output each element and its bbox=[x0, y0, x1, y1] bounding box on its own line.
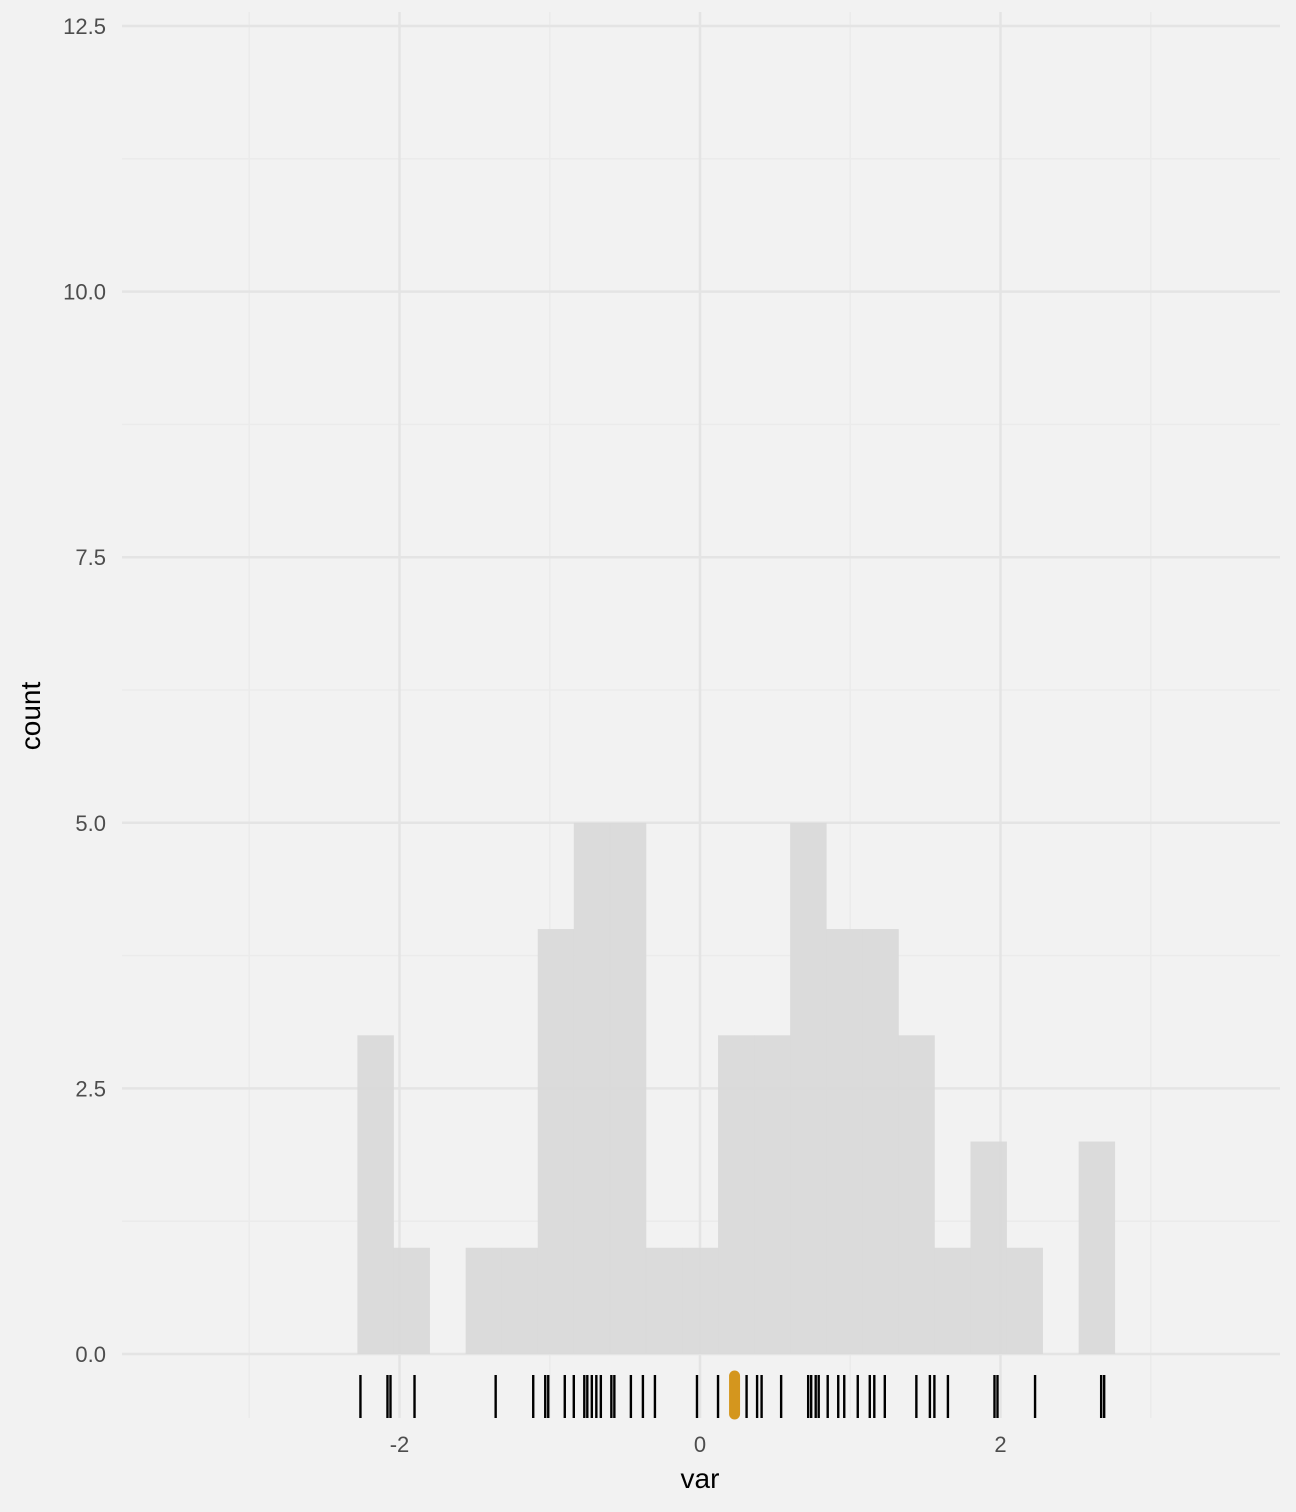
histogram-bar bbox=[609, 822, 647, 1354]
histogram-bar bbox=[718, 1035, 755, 1354]
x-tick-label: 0 bbox=[694, 1432, 706, 1457]
y-tick-label: 10.0 bbox=[63, 280, 106, 305]
histogram-bar bbox=[790, 822, 827, 1354]
histogram-bar bbox=[754, 1035, 791, 1354]
histogram-bars bbox=[357, 822, 1116, 1354]
histogram-bar bbox=[934, 1247, 971, 1354]
histogram-bar bbox=[645, 1247, 683, 1354]
histogram-bar bbox=[862, 929, 899, 1354]
histogram-bar bbox=[970, 1141, 1007, 1354]
histogram-bar bbox=[357, 1035, 394, 1354]
histogram-bar bbox=[681, 1247, 719, 1354]
histogram-bar bbox=[1006, 1247, 1043, 1354]
x-tick-label: 2 bbox=[994, 1432, 1006, 1457]
y-tick-label: 0.0 bbox=[75, 1342, 106, 1367]
histogram-bar bbox=[393, 1247, 430, 1354]
y-tick-label: 12.5 bbox=[63, 14, 106, 39]
histogram-bar bbox=[573, 822, 611, 1354]
histogram-bar bbox=[1078, 1141, 1116, 1354]
histogram-bar bbox=[501, 1247, 539, 1354]
histogram-bar bbox=[465, 1247, 503, 1354]
x-axis-title: var bbox=[681, 1463, 720, 1494]
histogram-bar bbox=[898, 1035, 935, 1354]
y-tick-label: 7.5 bbox=[75, 545, 106, 570]
y-tick-label: 2.5 bbox=[75, 1076, 106, 1101]
y-tick-label: 5.0 bbox=[75, 811, 106, 836]
y-axis-title: count bbox=[15, 682, 46, 751]
x-tick-labels: -2 0 2 bbox=[390, 1432, 1007, 1457]
histogram-bar bbox=[826, 929, 863, 1354]
x-tick-label: -2 bbox=[390, 1432, 410, 1457]
rug-marks bbox=[359, 1370, 1106, 1420]
y-tick-labels: 0.0 2.5 5.0 7.5 10.0 12.5 bbox=[63, 14, 106, 1367]
histogram-bar bbox=[537, 929, 575, 1354]
